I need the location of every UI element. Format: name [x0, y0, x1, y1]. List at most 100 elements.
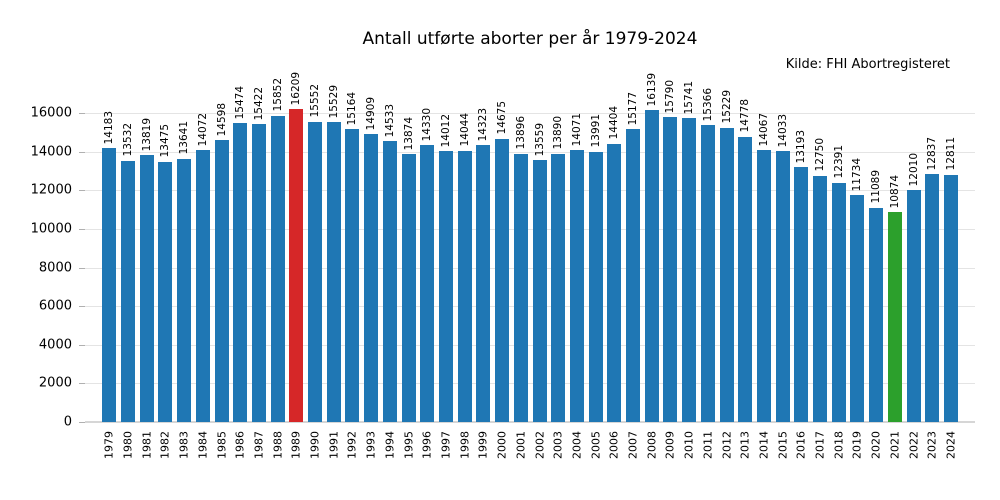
bar-2014 [756, 150, 771, 422]
bar-value-label: 14071 [570, 112, 583, 147]
bar-slot: 14033 2015 [773, 92, 792, 459]
bar-1994 [382, 141, 397, 422]
bar-slot: 16139 2008 [642, 73, 661, 459]
x-tick-label: 2000 [495, 431, 509, 459]
y-axis-tick [79, 422, 85, 423]
x-tick-label: 2021 [888, 431, 902, 459]
bar-slot: 16209 1989 [287, 72, 306, 459]
bar-value-label: 13193 [795, 129, 808, 164]
bar-2023 [925, 174, 940, 422]
bar-slot: 14071 2004 [568, 92, 587, 459]
bar-2011 [700, 125, 715, 422]
bar-value-label: 13890 [551, 116, 564, 150]
gridline [85, 383, 975, 385]
y-tick-label: 12000 [30, 182, 72, 198]
x-tick-label: 2007 [626, 431, 640, 459]
y-axis-tick [79, 113, 85, 114]
y-axis-tick [79, 228, 85, 230]
bar-value-label: 14072 [196, 112, 209, 147]
y-tick-label: 14000 [30, 144, 72, 160]
x-tick-label: 2015 [776, 431, 790, 459]
y-tick-label: 10000 [30, 221, 72, 237]
x-tick-label: 1979 [102, 431, 116, 459]
gridline [85, 421, 975, 423]
bar-slot: 15177 2007 [624, 92, 643, 459]
y-axis-tick [79, 306, 85, 308]
y-tick-label: 6000 [38, 298, 72, 314]
x-tick-label: 2010 [682, 431, 696, 459]
x-tick-label: 1993 [364, 431, 378, 459]
bar-value-label: 13874 [402, 116, 415, 151]
x-tick-label: 1983 [177, 431, 191, 459]
bar-slot: 14330 1996 [418, 92, 437, 459]
bar-2003 [551, 153, 566, 422]
bar-value-label: 12391 [832, 145, 845, 179]
bar-value-label: 15422 [252, 86, 265, 121]
bar-2007 [626, 128, 641, 422]
bar-value-label: 14033 [776, 113, 789, 147]
x-tick-label: 1992 [345, 431, 359, 459]
bar-2017 [813, 175, 828, 422]
gridline [85, 267, 975, 269]
bar-slot: 14675 2000 [493, 92, 512, 459]
bar-value-label: 12750 [813, 138, 826, 172]
bar-slot: 15790 2009 [661, 80, 680, 459]
bar-slot: 15164 1992 [343, 92, 362, 459]
x-tick-label: 2006 [607, 431, 621, 459]
x-tick-label: 2014 [757, 431, 771, 459]
bar-slot: 11089 2020 [867, 92, 886, 459]
bar-2005 [588, 151, 603, 422]
x-tick-label: 2017 [813, 431, 827, 459]
x-tick-label: 1999 [476, 431, 490, 459]
bar-2002 [532, 160, 547, 422]
x-tick-label: 1997 [439, 431, 453, 459]
x-tick-label: 2004 [570, 431, 584, 459]
bar-1980 [121, 160, 136, 422]
gridline [85, 344, 975, 346]
bar-value-label: 12811 [944, 137, 957, 171]
bar-1996 [420, 145, 435, 422]
bar-value-label: 15852 [271, 78, 284, 112]
bar-2012 [719, 127, 734, 422]
bar-1986 [233, 123, 248, 422]
bar-1988 [270, 115, 285, 422]
x-tick-label: 2009 [663, 431, 677, 459]
bar-value-label: 14404 [608, 106, 621, 140]
x-tick-label: 2022 [907, 431, 921, 459]
bar-slot: 13890 2003 [549, 92, 568, 459]
x-tick-label: 1981 [140, 431, 154, 459]
bar-value-label: 11089 [869, 170, 882, 204]
x-tick-label: 1980 [121, 431, 135, 459]
bar-slot: 15366 2011 [699, 88, 718, 459]
bar-1995 [401, 154, 416, 422]
bar-value-label: 15229 [720, 90, 733, 124]
bar-value-label: 13819 [140, 117, 153, 152]
bar-value-label: 15474 [234, 85, 247, 120]
bar-value-label: 13896 [514, 116, 527, 150]
bar-2021 [887, 212, 902, 422]
bar-1982 [158, 161, 173, 422]
x-tick-label: 2003 [551, 431, 565, 459]
bar-1999 [476, 145, 491, 422]
bar-slot: 13475 1982 [156, 92, 175, 459]
bar-1998 [457, 150, 472, 422]
bar-slot: 15422 1987 [250, 87, 269, 459]
bar-value-label: 13991 [589, 114, 602, 148]
bar-1990 [308, 121, 323, 422]
bar-slot: 14909 1993 [362, 92, 381, 459]
bar-slot: 13532 1980 [119, 92, 138, 459]
chart-source-note: Kilde: FHI Abortregisteret [785, 57, 950, 72]
bar-value-label: 13641 [177, 121, 190, 155]
y-axis-tick [79, 344, 85, 346]
x-tick-label: 2018 [832, 431, 846, 459]
bar-slot: 13991 2005 [586, 92, 605, 459]
bar-slot: 14067 2014 [755, 92, 774, 459]
bar-slot: 12391 2018 [829, 92, 848, 459]
bar-value-label: 14909 [364, 96, 377, 131]
bar-2001 [513, 153, 528, 422]
x-tick-label: 2023 [925, 431, 939, 459]
x-tick-label: 1984 [196, 431, 210, 459]
x-tick-label: 1991 [327, 431, 341, 459]
bar-2009 [663, 117, 678, 422]
